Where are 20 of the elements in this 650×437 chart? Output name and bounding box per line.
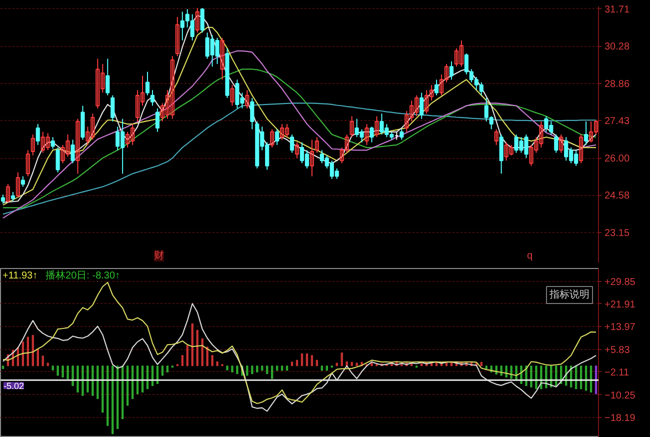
ref-line-label: -5.02 — [4, 381, 24, 392]
y-tick-label: +5.83 — [604, 344, 630, 356]
y-tick-label: 24.58 — [604, 190, 630, 202]
annotation: 播林20日: -8.30↑ — [46, 270, 120, 282]
y-tick-label: 28.86 — [604, 78, 630, 90]
y-tick-label: 27.43 — [604, 116, 630, 128]
y-tick-label: +29.85 — [604, 276, 636, 288]
annotation: 指标说明 — [548, 288, 590, 300]
y-tick-label: 30.28 — [604, 42, 630, 53]
y-tick-label: −2.11 — [604, 367, 630, 378]
y-tick-label: −18.19 — [604, 412, 636, 424]
y-tick-label: +13.97 — [604, 322, 636, 333]
annotation: 财 — [154, 250, 164, 262]
y-tick-label: 23.15 — [604, 228, 630, 239]
y-tick-label: 31.71 — [604, 4, 630, 16]
y-tick-label: −10.25 — [604, 390, 636, 402]
annotation: +11.93↑ — [2, 270, 38, 282]
y-tick-label: 26.00 — [604, 154, 630, 165]
annotation: q — [526, 250, 533, 262]
y-tick-label: +21.91 — [604, 299, 636, 310]
